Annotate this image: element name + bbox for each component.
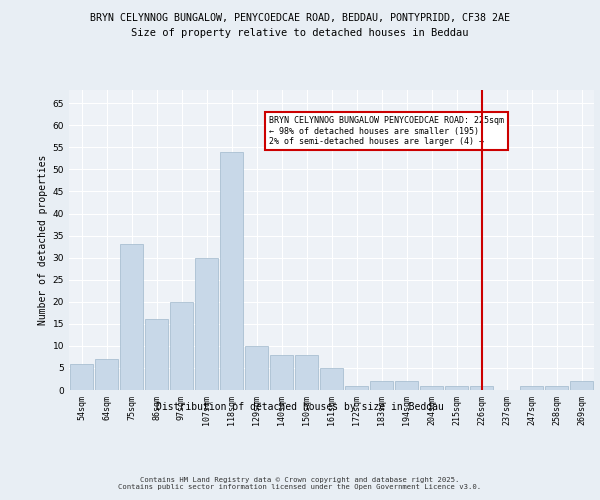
Bar — [545, 386, 568, 390]
Bar — [470, 386, 493, 390]
Bar — [170, 302, 193, 390]
Bar — [295, 354, 318, 390]
Bar — [570, 381, 593, 390]
Bar — [270, 354, 293, 390]
Bar — [520, 386, 543, 390]
Bar — [420, 386, 443, 390]
Bar — [320, 368, 343, 390]
Text: BRYN CELYNNOG BUNGALOW PENYCOEDCAE ROAD: 225sqm
← 98% of detached houses are sma: BRYN CELYNNOG BUNGALOW PENYCOEDCAE ROAD:… — [269, 116, 504, 146]
Bar — [245, 346, 268, 390]
Bar — [145, 320, 168, 390]
Bar — [120, 244, 143, 390]
Bar — [95, 359, 118, 390]
Bar — [70, 364, 93, 390]
Y-axis label: Number of detached properties: Number of detached properties — [38, 155, 49, 325]
Text: Contains HM Land Registry data © Crown copyright and database right 2025.
Contai: Contains HM Land Registry data © Crown c… — [118, 477, 482, 490]
Text: BRYN CELYNNOG BUNGALOW, PENYCOEDCAE ROAD, BEDDAU, PONTYPRIDD, CF38 2AE: BRYN CELYNNOG BUNGALOW, PENYCOEDCAE ROAD… — [90, 12, 510, 22]
Bar — [395, 381, 418, 390]
Bar — [220, 152, 243, 390]
Bar — [195, 258, 218, 390]
Text: Distribution of detached houses by size in Beddau: Distribution of detached houses by size … — [156, 402, 444, 412]
Bar — [370, 381, 393, 390]
Bar — [445, 386, 468, 390]
Text: Size of property relative to detached houses in Beddau: Size of property relative to detached ho… — [131, 28, 469, 38]
Bar — [345, 386, 368, 390]
